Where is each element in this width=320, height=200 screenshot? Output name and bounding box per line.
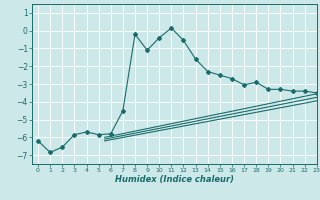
X-axis label: Humidex (Indice chaleur): Humidex (Indice chaleur) xyxy=(115,175,234,184)
